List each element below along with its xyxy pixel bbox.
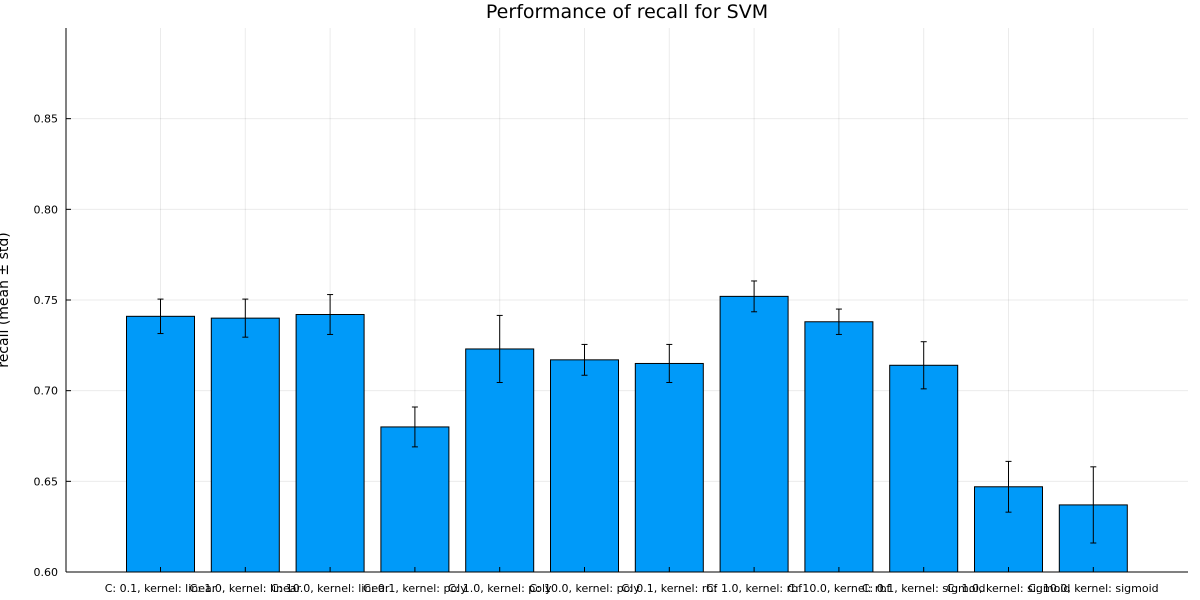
x-tick-label: C: 0.1, kernel: rbf — [621, 582, 718, 595]
x-tick-label: C: 0.1, kernel: sigmoid — [862, 582, 986, 595]
bar — [634, 362, 704, 573]
y-tick-label: 0.65 — [34, 475, 59, 488]
y-tick-label: 0.75 — [34, 294, 59, 307]
x-tick-label: C: 1.0, kernel: poly — [448, 582, 552, 595]
bar — [719, 295, 789, 573]
error-bars — [157, 280, 1097, 544]
y-ticks: 0.60 0.65 0.70 0.75 0.80 0.85 — [34, 113, 71, 579]
bar — [126, 315, 195, 573]
chart-title: Performance of recall for SVM — [486, 1, 768, 23]
x-tick-label: C: 1.0, kernel: rbf — [706, 582, 803, 595]
bar — [804, 321, 874, 573]
y-tick-label: 0.80 — [34, 203, 59, 216]
x-tick-label: C: 10.0, kernel: linear — [271, 582, 390, 595]
bar — [295, 314, 365, 573]
x-tick-label: C: 10.0, kernel: rbf — [787, 582, 891, 595]
bar — [465, 348, 535, 573]
bar — [380, 426, 450, 573]
x-tick-label: C: 1.0, kernel: sigmoid — [947, 582, 1071, 595]
y-axis-label: recall (mean ± std) — [0, 232, 12, 368]
x-tick-label: C: 10.0, kernel: poly — [529, 582, 640, 595]
y-tick-label: 0.60 — [34, 566, 59, 579]
x-tick-label: C: 0.1, kernel: linear — [105, 582, 217, 595]
y-tick-label: 0.70 — [34, 385, 59, 398]
bars — [126, 295, 1128, 573]
bar — [550, 359, 619, 573]
y-tick-label: 0.85 — [34, 113, 59, 126]
bar — [889, 364, 959, 573]
x-tick-label: C: 0.1, kernel: poly — [363, 582, 467, 595]
x-tick-label: C: 10.0, kernel: sigmoid — [1028, 582, 1159, 595]
x-tick-label: C: 1.0, kernel: linear — [190, 582, 302, 595]
bar — [210, 317, 280, 573]
